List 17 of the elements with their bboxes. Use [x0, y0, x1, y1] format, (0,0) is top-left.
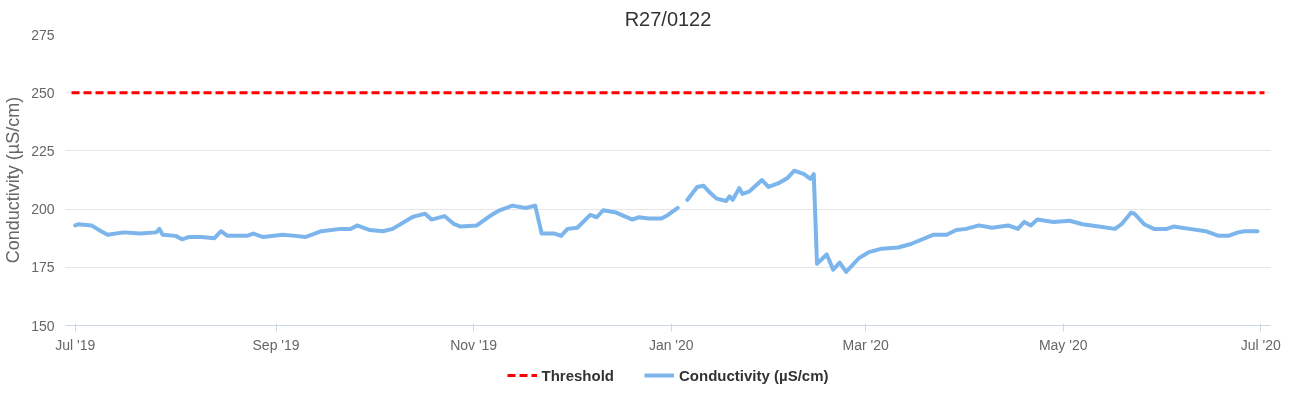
y-axis-title: Conductivity (µS/cm) — [3, 96, 24, 264]
x-tick-label: Nov '19 — [450, 336, 498, 353]
x-tick-label: Jul '19 — [55, 336, 96, 353]
legend-label: Threshold — [541, 366, 615, 384]
x-tick-label: Jan '20 — [648, 336, 694, 353]
legend-label: Conductivity (µS/cm) — [679, 366, 829, 384]
y-tick-label: 200 — [31, 201, 55, 218]
x-tick-label: Sep '19 — [252, 336, 300, 353]
y-tick-label: 275 — [31, 26, 55, 43]
y-tick-label: 250 — [31, 84, 55, 101]
x-tick-label: Jul '20 — [1240, 336, 1282, 353]
x-tick-label: Mar '20 — [842, 336, 889, 353]
y-tick-label: 175 — [31, 259, 55, 276]
y-tick-label: 150 — [31, 317, 55, 334]
chart-title: R27/0122 — [624, 7, 712, 30]
y-tick-label: 225 — [31, 142, 55, 159]
x-tick-label: May '20 — [1038, 336, 1088, 353]
